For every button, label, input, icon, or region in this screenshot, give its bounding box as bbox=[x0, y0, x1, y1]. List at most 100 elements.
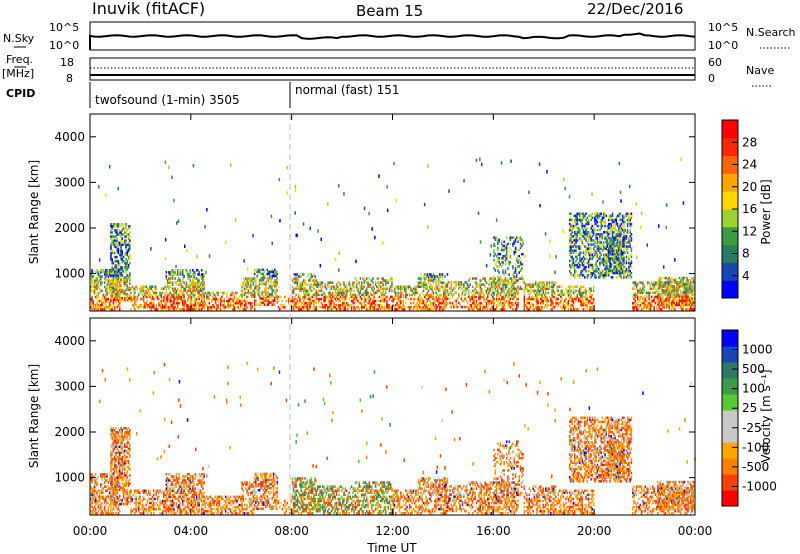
range-gate bbox=[337, 289, 339, 293]
range-gate bbox=[569, 293, 571, 297]
range-gate bbox=[422, 285, 425, 288]
range-gate bbox=[551, 287, 553, 290]
range-gate bbox=[526, 297, 528, 301]
range-gate bbox=[165, 308, 168, 311]
range-gate bbox=[177, 293, 179, 297]
range-gate bbox=[308, 301, 310, 305]
range-gate bbox=[120, 247, 122, 251]
range-gate bbox=[569, 228, 571, 232]
range-gate bbox=[199, 275, 202, 278]
range-gate bbox=[458, 283, 460, 286]
range-gate bbox=[502, 259, 504, 262]
range-gate bbox=[183, 281, 185, 284]
range-gate bbox=[355, 283, 358, 286]
range-gate bbox=[572, 291, 575, 295]
range-gate bbox=[320, 281, 323, 284]
range-gate bbox=[272, 303, 275, 306]
range-gate bbox=[246, 291, 248, 295]
range-gate bbox=[241, 299, 243, 303]
range-gate bbox=[189, 269, 192, 272]
range-gate bbox=[275, 287, 277, 290]
range-gate bbox=[595, 218, 597, 222]
range-gate bbox=[192, 277, 194, 280]
range-gate bbox=[575, 289, 577, 293]
range-gate bbox=[483, 306, 485, 309]
range-gate bbox=[580, 301, 582, 305]
range-gate bbox=[250, 306, 252, 309]
range-gate bbox=[338, 289, 340, 293]
range-gate bbox=[589, 295, 591, 299]
range-gate bbox=[242, 293, 244, 297]
range-gate bbox=[439, 293, 441, 297]
range-gate bbox=[388, 285, 391, 288]
range-gate bbox=[386, 301, 388, 305]
range-gate bbox=[243, 293, 246, 297]
range-gate bbox=[437, 281, 440, 284]
range-gate bbox=[374, 283, 377, 286]
range-gate bbox=[420, 283, 422, 286]
range-gate bbox=[129, 296, 131, 300]
range-gate bbox=[183, 293, 185, 297]
range-gate bbox=[129, 253, 131, 257]
range-gate bbox=[384, 289, 387, 293]
range-gate bbox=[337, 285, 339, 288]
range-gate bbox=[687, 303, 689, 307]
range-gate bbox=[361, 285, 363, 288]
range-gate bbox=[362, 306, 364, 309]
range-gate bbox=[570, 303, 572, 307]
range-gate bbox=[655, 281, 658, 284]
range-gate bbox=[381, 285, 383, 288]
range-gate bbox=[528, 289, 531, 293]
range-gate bbox=[634, 299, 636, 303]
range-gate bbox=[424, 273, 426, 276]
range-gate bbox=[419, 285, 421, 288]
range-gate bbox=[580, 303, 582, 307]
range-gate bbox=[234, 299, 237, 303]
range-gate bbox=[291, 291, 294, 295]
range-gate bbox=[398, 299, 401, 303]
range-gate bbox=[475, 289, 478, 293]
range-gate bbox=[441, 287, 444, 290]
range-gate bbox=[214, 295, 217, 299]
range-gate bbox=[301, 297, 304, 301]
range-gate bbox=[116, 249, 118, 253]
range-gate bbox=[303, 295, 305, 299]
range-gate bbox=[420, 301, 422, 305]
range-gate bbox=[439, 273, 441, 276]
range-gate bbox=[553, 283, 556, 286]
range-gate bbox=[592, 243, 595, 246]
range-gate bbox=[451, 289, 454, 292]
range-gate bbox=[561, 293, 563, 297]
range-gate bbox=[253, 306, 256, 309]
range-gate bbox=[416, 285, 418, 288]
range-gate bbox=[330, 301, 333, 305]
range-gate bbox=[113, 243, 116, 246]
range-gate bbox=[177, 271, 179, 274]
range-gate bbox=[122, 288, 125, 292]
range-gate bbox=[450, 291, 452, 294]
range-gate bbox=[171, 269, 174, 272]
range-gate bbox=[441, 299, 444, 303]
range-gate bbox=[332, 295, 334, 299]
range-gate bbox=[111, 286, 113, 290]
range-gate bbox=[187, 297, 189, 301]
range-gate bbox=[407, 287, 410, 290]
range-gate bbox=[115, 223, 117, 226]
range-gate bbox=[309, 279, 311, 282]
range-gate bbox=[195, 277, 198, 280]
range-gate bbox=[393, 291, 396, 295]
range-gate bbox=[595, 233, 597, 236]
range-gate bbox=[332, 308, 334, 311]
range-gate bbox=[119, 306, 121, 309]
range-gate bbox=[626, 237, 629, 240]
range-gate bbox=[304, 289, 306, 293]
range-gate bbox=[333, 295, 335, 299]
range-gate bbox=[585, 245, 587, 248]
range-gate bbox=[504, 279, 507, 282]
range-gate bbox=[117, 231, 120, 234]
range-gate bbox=[175, 273, 178, 276]
range-gate bbox=[516, 291, 518, 295]
range-gate bbox=[507, 289, 509, 293]
range-gate bbox=[513, 240, 515, 243]
range-gate bbox=[310, 275, 313, 278]
